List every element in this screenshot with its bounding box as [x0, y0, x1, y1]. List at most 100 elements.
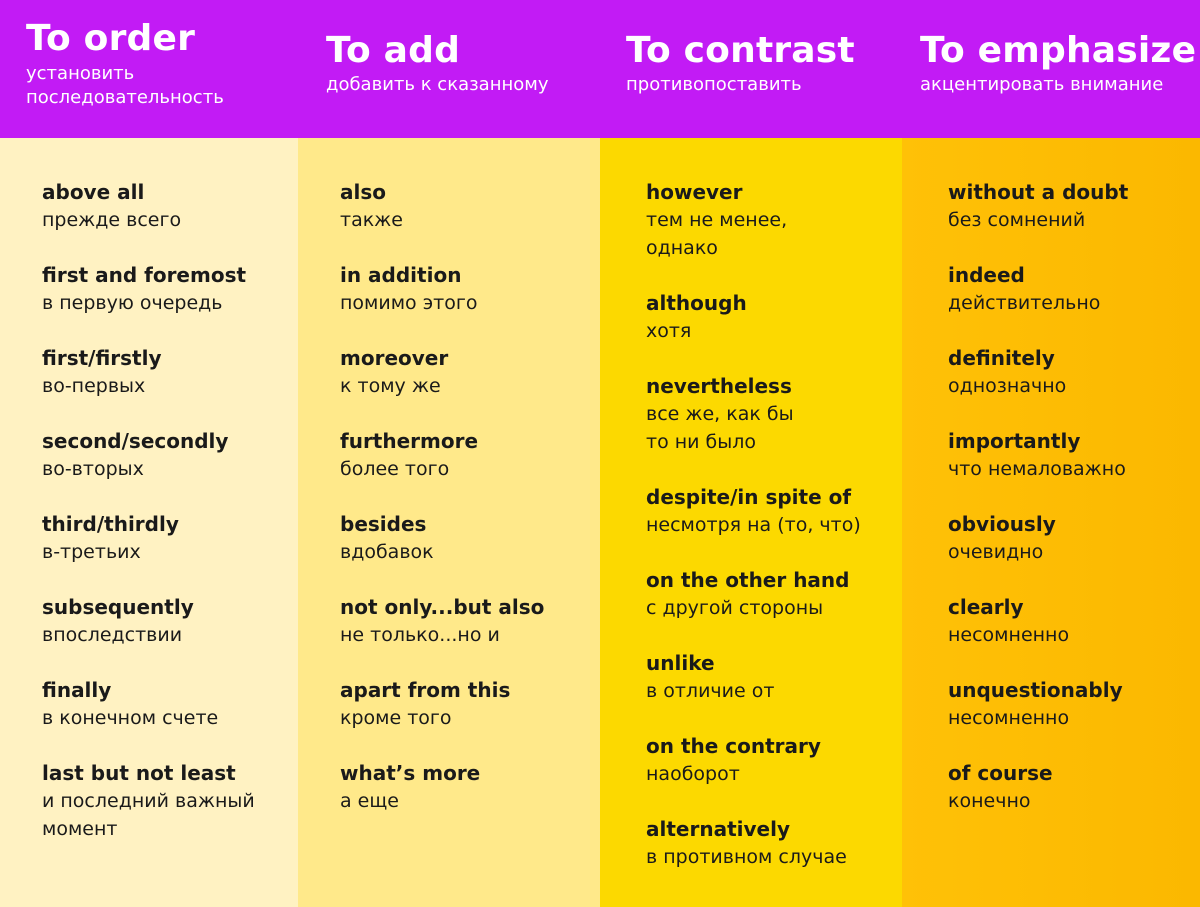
column-to-add: also также in addition помимо этого moreov… [298, 138, 600, 907]
phrase-en: although [646, 291, 747, 315]
phrase-en: definitely [948, 346, 1055, 370]
list-item: not only...but also не только...но и [340, 593, 600, 649]
list-item: alternatively в противном случае [646, 815, 902, 871]
list-item: finally в конечном счете [42, 676, 298, 732]
list-item: last but not least и последний важный мом… [42, 759, 298, 843]
phrase-en: on the other hand [646, 568, 850, 592]
phrase-en: also [340, 180, 386, 204]
list-item: however тем не менее, однако [646, 178, 902, 262]
phrase-en: nevertheless [646, 374, 792, 398]
list-item: apart from this кроме того [340, 676, 600, 732]
list-item: first/firstly во-первых [42, 344, 298, 400]
phrase-en: second/secondly [42, 429, 229, 453]
list-item: besides вдобавок [340, 510, 600, 566]
list-item: on the contrary наоборот [646, 732, 902, 788]
phrase-ru: в первую очередь [42, 292, 223, 314]
phrase-ru: хотя [646, 320, 692, 342]
phrase-ru: вдобавок [340, 541, 434, 563]
phrase-en: not only...but also [340, 595, 545, 619]
phrase-en: clearly [948, 595, 1024, 619]
list-item: despite/in spite of несмотря на (то, что) [646, 483, 902, 539]
phrase-ru: несмотря на (то, что) [646, 514, 861, 536]
phrase-ru: во-вторых [42, 458, 144, 480]
column-to-emphasize: without a doubt без сомнений indeed действ… [902, 138, 1200, 907]
phrase-ru: не только...но и [340, 624, 500, 646]
list-item: moreover к тому же [340, 344, 600, 400]
header-subtitle: установить последовательность [26, 63, 224, 108]
phrase-ru: без сомнений [948, 209, 1086, 231]
phrase-en: first and foremost [42, 263, 247, 287]
phrase-ru: что немаловажно [948, 458, 1126, 480]
phrase-ru: также [340, 209, 403, 231]
phrase-ru: и последний важный момент [42, 790, 255, 840]
phrase-en: third/thirdly [42, 512, 179, 536]
phrase-ru: кроме того [340, 707, 452, 729]
phrase-ru: прежде всего [42, 209, 182, 231]
phrase-en: besides [340, 512, 427, 536]
header-title: To order [26, 18, 196, 59]
list-item: subsequently впоследствии [42, 593, 298, 649]
phrase-en: of course [948, 761, 1053, 785]
phrase-ru: в отличие от [646, 680, 775, 702]
phrase-ru: в конечном счете [42, 707, 219, 729]
list-item: obviously очевидно [948, 510, 1200, 566]
column-to-contrast: however тем не менее, однако although хотя… [600, 138, 902, 907]
phrase-ru: несомненно [948, 707, 1070, 729]
header-to-add: To add добавить к сказанному [298, 0, 600, 138]
header-subtitle: противопоставить [626, 74, 802, 95]
phrase-en: what’s more [340, 761, 481, 785]
phrase-en: furthermore [340, 429, 479, 453]
phrase-en: on the contrary [646, 734, 821, 758]
list-item: importantly что немаловажно [948, 427, 1200, 483]
list-item: furthermore более того [340, 427, 600, 483]
header-subtitle: добавить к сказанному [326, 74, 549, 95]
list-item: what’s more а еще [340, 759, 600, 815]
header-title: To contrast [626, 30, 855, 71]
phrase-ru: а еще [340, 790, 399, 812]
phrase-en: unlike [646, 651, 715, 675]
phrase-en: finally [42, 678, 112, 702]
header-subtitle: акцентировать внимание [920, 74, 1164, 95]
phrase-en: importantly [948, 429, 1081, 453]
phrase-en: last but not least [42, 761, 236, 785]
phrase-en: however [646, 180, 743, 204]
header-to-contrast: To contrast противопоставить [600, 0, 902, 138]
list-item: clearly несомненно [948, 593, 1200, 649]
phrase-en: above all [42, 180, 145, 204]
phrase-ru: наоборот [646, 763, 740, 785]
phrase-en: without a doubt [948, 180, 1129, 204]
phrase-ru: очевидно [948, 541, 1044, 563]
phrase-en: apart from this [340, 678, 511, 702]
list-item: definitely однозначно [948, 344, 1200, 400]
phrase-en: moreover [340, 346, 449, 370]
list-item: without a doubt без сомнений [948, 178, 1200, 234]
phrase-ru: в-третьих [42, 541, 141, 563]
phrase-ru: помимо этого [340, 292, 478, 314]
header-to-order: To order установить последовательность [0, 0, 298, 138]
phrase-en: in addition [340, 263, 462, 287]
header-title: To emphasize [920, 30, 1197, 71]
list-item: unlike в отличие от [646, 649, 902, 705]
column-to-order: above all прежде всего first and foremost… [0, 138, 298, 907]
phrase-ru: впоследствии [42, 624, 183, 646]
phrase-en: unquestionably [948, 678, 1123, 702]
phrase-ru: с другой стороны [646, 597, 824, 619]
list-item: above all прежде всего [42, 178, 298, 234]
phrase-ru: более того [340, 458, 450, 480]
list-item: although хотя [646, 289, 902, 345]
phrase-ru: несомненно [948, 624, 1070, 646]
list-item: third/thirdly в-третьих [42, 510, 298, 566]
phrase-ru: тем не менее, однако [646, 209, 788, 259]
list-item: on the other hand с другой стороны [646, 566, 902, 622]
list-item: first and foremost в первую очередь [42, 261, 298, 317]
phrase-ru: к тому же [340, 375, 441, 397]
list-item: unquestionably несомненно [948, 676, 1200, 732]
phrase-en: indeed [948, 263, 1025, 287]
phrase-ru: однозначно [948, 375, 1067, 397]
list-item: indeed действительно [948, 261, 1200, 317]
header-title: To add [326, 30, 461, 71]
phrase-ru: в противном случае [646, 846, 847, 868]
phrase-en: alternatively [646, 817, 790, 841]
phrase-ru: все же, как бы то ни было [646, 403, 794, 453]
